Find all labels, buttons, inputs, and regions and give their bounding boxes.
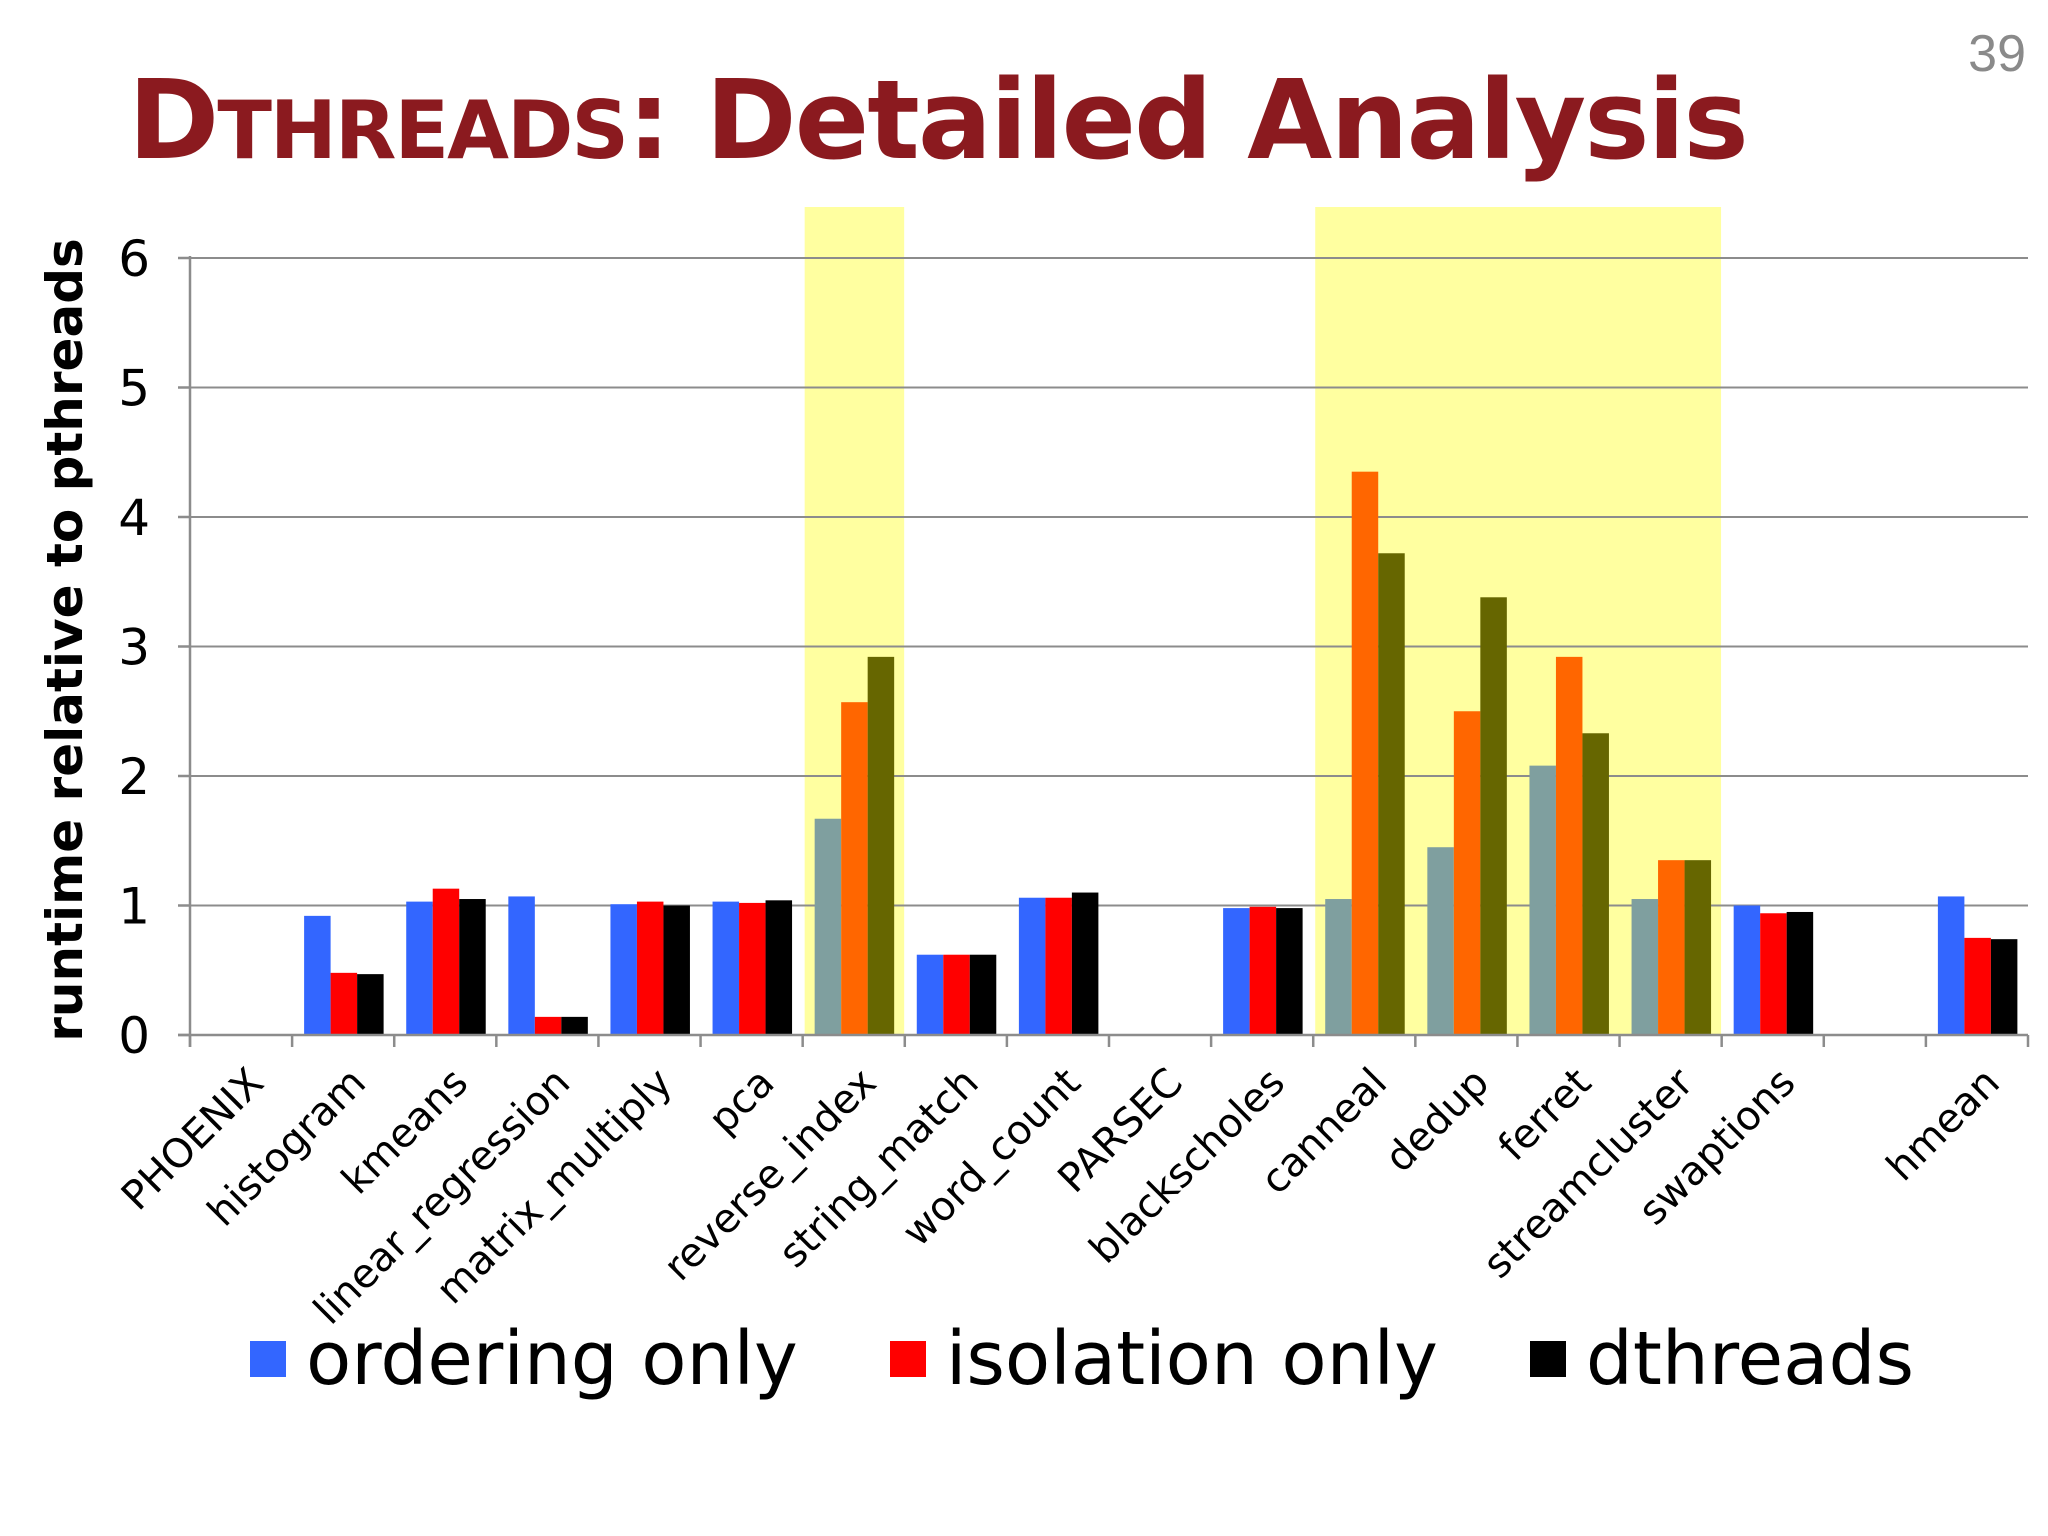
gridlines <box>190 257 2028 907</box>
y-tick-label: 2 <box>118 748 150 806</box>
bar <box>304 915 331 1035</box>
bar <box>916 954 944 1035</box>
bar <box>1582 733 1609 1035</box>
bar <box>1378 553 1405 1035</box>
bars <box>304 471 2018 1035</box>
legend-item: dthreads <box>1529 1316 1914 1402</box>
bar <box>1760 913 1787 1035</box>
x-tick-label: dedup <box>1376 1060 1498 1182</box>
axes <box>178 256 2030 1047</box>
legend-swatch <box>1529 1341 1566 1377</box>
bar <box>432 888 460 1035</box>
bar <box>1555 656 1583 1035</box>
bar <box>943 954 970 1035</box>
bar <box>841 702 868 1035</box>
bar <box>508 896 535 1035</box>
bar <box>1276 908 1303 1035</box>
x-tick-labels: PHOENIXhistogramkmeanslinear_regressionm… <box>113 1059 2009 1333</box>
bar <box>1990 939 2018 1035</box>
bar <box>1658 860 1685 1035</box>
bar <box>1937 896 1965 1035</box>
bar <box>663 905 690 1035</box>
bar <box>357 974 384 1035</box>
bar <box>739 902 766 1035</box>
bar <box>406 901 433 1035</box>
bar <box>765 900 793 1035</box>
bar <box>1325 899 1352 1035</box>
bar <box>534 1016 562 1035</box>
legend-item: isolation only <box>889 1316 1438 1402</box>
bar <box>330 972 358 1035</box>
bar <box>1427 847 1454 1035</box>
legend-label: ordering only <box>306 1316 798 1402</box>
slide-title: DTHREADS: Detailed Analysis <box>128 56 1749 184</box>
bar <box>867 656 895 1035</box>
bar <box>1249 906 1277 1035</box>
bar <box>1018 897 1046 1035</box>
y-tick-label: 6 <box>118 230 150 288</box>
bar <box>1223 908 1250 1035</box>
bar <box>1453 711 1481 1035</box>
bar <box>1480 597 1507 1035</box>
title-lead: D <box>128 56 219 184</box>
x-tick-label: hmean <box>1878 1060 2009 1191</box>
bar <box>1733 905 1761 1035</box>
legend-label: dthreads <box>1585 1316 1914 1402</box>
legend-label: isolation only <box>945 1316 1438 1402</box>
y-tick-label: 4 <box>118 489 150 547</box>
slide-number: 39 <box>1968 25 2026 83</box>
bar <box>1045 897 1072 1035</box>
bar <box>969 954 997 1035</box>
legend: ordering only isolation only dthreads <box>250 1316 2006 1402</box>
y-axis-label: runtime relative to pthreads <box>36 238 94 1042</box>
x-tick-label: pca <box>700 1060 783 1143</box>
bar <box>1071 892 1099 1035</box>
bar <box>814 818 842 1035</box>
title-caps: THREADS <box>217 84 629 177</box>
y-tick-label: 0 <box>118 1007 150 1065</box>
bar <box>610 904 637 1035</box>
y-tick-labels: 0 1 2 3 4 5 6 <box>118 230 150 1065</box>
bar <box>1351 471 1379 1035</box>
bar <box>561 1016 588 1035</box>
legend-swatch <box>889 1341 926 1377</box>
bar <box>1964 937 1991 1035</box>
y-tick-label: 5 <box>118 360 150 418</box>
bar <box>636 901 664 1035</box>
legend-item: ordering only <box>250 1316 798 1402</box>
y-tick-label: 3 <box>118 619 150 677</box>
bar <box>1631 899 1659 1035</box>
bar <box>712 901 740 1035</box>
bar <box>1786 911 1814 1035</box>
bar <box>459 899 486 1035</box>
legend-swatch <box>250 1341 286 1377</box>
bar <box>1529 765 1556 1035</box>
bar <box>1684 860 1712 1035</box>
y-tick-label: 1 <box>118 878 150 936</box>
title-rest: : Detailed Analysis <box>627 56 1749 184</box>
